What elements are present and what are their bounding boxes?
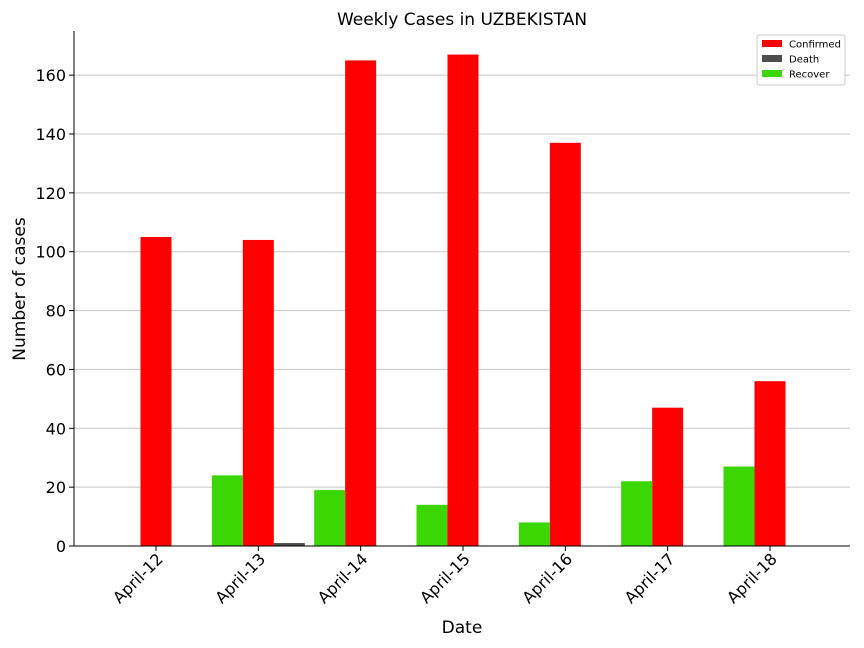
bar-confirmed-april-17 bbox=[652, 407, 684, 546]
axes bbox=[73, 31, 850, 547]
bar-confirmed-april-14 bbox=[345, 60, 377, 547]
bar-confirmed-april-13 bbox=[242, 239, 274, 546]
bar-recover-april-16 bbox=[518, 522, 550, 546]
x-tick-label: April-13 bbox=[211, 549, 269, 607]
y-axis-label: Number of cases bbox=[10, 217, 30, 361]
x-axis-label: Date bbox=[442, 618, 483, 638]
chart-title: Weekly Cases in UZBEKISTAN bbox=[337, 10, 587, 30]
bar-confirmed-april-12 bbox=[140, 237, 172, 546]
y-ticks: 0 20 40 60 80 100 120 140 160 bbox=[35, 66, 74, 556]
bars bbox=[140, 54, 786, 547]
y-tick-label: 120 bbox=[35, 184, 66, 203]
bar-recover-april-14 bbox=[314, 490, 346, 546]
bar-confirmed-april-16 bbox=[549, 142, 581, 547]
bar-recover-april-13 bbox=[211, 475, 243, 546]
y-tick-label: 140 bbox=[35, 125, 66, 144]
bar-recover-april-17 bbox=[621, 481, 653, 546]
y-tick-label: 60 bbox=[46, 360, 66, 379]
legend-swatch-recover bbox=[762, 70, 782, 77]
legend-label-death: Death bbox=[789, 55, 819, 66]
bar-confirmed-april-15 bbox=[447, 54, 479, 547]
legend-swatch-confirmed bbox=[762, 40, 782, 47]
legend: Confirmed Death Recover bbox=[756, 34, 846, 86]
legend-label-recover: Recover bbox=[789, 70, 830, 81]
y-tick-label: 160 bbox=[35, 66, 66, 85]
y-tick-label: 20 bbox=[46, 478, 66, 497]
bar-recover-april-18 bbox=[723, 466, 755, 546]
legend-label-confirmed: Confirmed bbox=[789, 40, 841, 51]
y-tick-label: 80 bbox=[46, 302, 66, 321]
legend-swatch-death bbox=[762, 55, 782, 62]
bar-death-april-13 bbox=[273, 543, 305, 546]
x-tick-label: April-16 bbox=[518, 549, 576, 607]
x-tick-label: April-18 bbox=[723, 549, 781, 607]
y-tick-label: 100 bbox=[35, 243, 66, 262]
x-tick-label: April-14 bbox=[314, 549, 372, 607]
y-tick-label: 40 bbox=[46, 419, 66, 438]
bar-recover-april-15 bbox=[416, 504, 448, 546]
x-tick-label: April-15 bbox=[416, 549, 474, 607]
bar-confirmed-april-18 bbox=[754, 381, 786, 546]
x-tick-label: April-12 bbox=[109, 549, 167, 607]
x-ticks: April-12 April-13 April-14 April-15 April-16… bbox=[109, 546, 781, 607]
x-tick-label: April-17 bbox=[621, 549, 679, 607]
y-tick-label: 0 bbox=[56, 537, 66, 556]
